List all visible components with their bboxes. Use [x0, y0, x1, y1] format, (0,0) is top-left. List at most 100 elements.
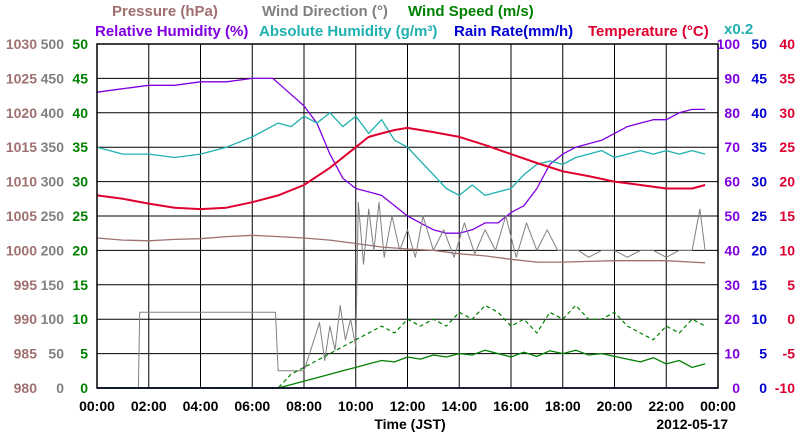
wind-speed-tick-label: 20 [72, 242, 88, 258]
x-tick-label: 00:00 [79, 398, 115, 414]
temperature-tick-label: 0 [787, 311, 795, 327]
wind-direction-tick-label: 500 [41, 36, 65, 52]
series-wind-speed-m-s [97, 349, 706, 389]
x-axis: 00:00 02:00 04:00 06:00 08:00 10:00 12:00 14:00… [79, 398, 736, 414]
series-temperature-c [96, 126, 706, 211]
x-tick-label: 02:00 [131, 398, 167, 414]
wind-speed-tick-label: 50 [72, 36, 88, 52]
left-axes: 9809859909951000100510101015102010251030… [6, 36, 88, 396]
relative-humidity-tick-label: 10 [724, 346, 740, 362]
relative-humidity-tick-label: 70 [724, 139, 740, 155]
pressure-tick-label: 1000 [6, 242, 37, 258]
absolute-humidity-tick-label: 35 [751, 139, 767, 155]
x-tick-label: 06:00 [234, 398, 270, 414]
absolute-humidity-tick-label: 30 [751, 174, 767, 190]
relative-humidity-tick-label: 100 [717, 36, 741, 52]
absolute-humidity-tick-label: 20 [751, 242, 767, 258]
absolute-humidity-tick-label: 5 [759, 346, 767, 362]
pressure-tick-label: 1015 [6, 139, 37, 155]
wind-direction-tick-label: 400 [41, 105, 65, 121]
wind-speed-tick-label: 45 [72, 70, 88, 86]
absolute-humidity-tick-label: 40 [751, 105, 767, 121]
x-tick-label: 14:00 [441, 398, 477, 414]
wind-direction-tick-label: 50 [48, 346, 64, 362]
legend-entry-pressure-hpa: Pressure (hPa) [112, 3, 218, 20]
absolute-humidity-tick-label: 50 [751, 36, 767, 52]
temperature-tick-label: 35 [779, 70, 795, 86]
pressure-tick-label: 985 [14, 346, 38, 362]
wind-speed-tick-label: 35 [72, 139, 88, 155]
plot-frame [96, 43, 719, 389]
relative-humidity-tick-label: 80 [724, 105, 740, 121]
legend: Pressure (hPa) Wind Direction (°) Wind Spe… [95, 3, 709, 40]
wind-direction-tick-label: 250 [41, 208, 65, 224]
x-tick-label: 22:00 [648, 398, 684, 414]
wind-speed-tick-label: 40 [72, 105, 88, 121]
pressure-tick-label: 990 [14, 311, 38, 327]
date-label: 2012-05-17 [656, 416, 728, 432]
x-tick-label: 00:00 [700, 398, 736, 414]
temperature-tick-label: -10 [775, 380, 795, 396]
temperature-tick-label: 5 [787, 277, 795, 293]
wind-speed-tick-label: 15 [72, 277, 88, 293]
absolute-humidity-tick-label: 45 [751, 70, 767, 86]
wind-direction-tick-label: 300 [41, 174, 65, 190]
absolute-humidity-tick-label: 15 [751, 277, 767, 293]
absolute-humidity-tick-label: 25 [751, 208, 767, 224]
pressure-tick-label: 1010 [6, 174, 37, 190]
wind-direction-tick-label: 100 [41, 311, 65, 327]
relative-humidity-tick-label: 30 [724, 277, 740, 293]
x-tick-label: 12:00 [390, 398, 426, 414]
x-tick-label: 10:00 [338, 398, 374, 414]
x-tick-label: 20:00 [597, 398, 633, 414]
pressure-tick-label: 1020 [6, 105, 37, 121]
temperature-tick-label: -5 [783, 346, 796, 362]
series-pressure-hpa [96, 234, 706, 264]
series-absolute-humidity-g-m [96, 112, 706, 197]
temperature-tick-label: 30 [779, 105, 795, 121]
series-lines [96, 77, 718, 389]
series-relative-humidity [96, 77, 706, 234]
x-tick-label: 16:00 [493, 398, 529, 414]
legend-entry-absolute-humidity-g-m: Absolute Humidity (g/m³) [259, 23, 437, 40]
absolute-humidity-multiplier-label: x0.2 [724, 21, 753, 38]
legend-entry-wind-direction: Wind Direction (°) [262, 3, 388, 20]
temperature-tick-label: 25 [779, 139, 795, 155]
wind-direction-tick-label: 450 [41, 70, 65, 86]
absolute-humidity-tick-label: 0 [759, 380, 767, 396]
legend-entry-temperature-c: Temperature (°C) [588, 23, 709, 40]
relative-humidity-tick-label: 20 [724, 311, 740, 327]
x-tick-label: 04:00 [183, 398, 219, 414]
absolute-humidity-tick-label: 10 [751, 311, 767, 327]
temperature-tick-label: 10 [779, 242, 795, 258]
legend-entry-relative-humidity: Relative Humidity (%) [95, 23, 248, 40]
pressure-tick-label: 995 [14, 277, 38, 293]
legend-entry-rain-rate-mm-h: Rain Rate(mm/h) [454, 23, 573, 40]
wind-speed-tick-label: 25 [72, 208, 88, 224]
wind-direction-tick-label: 0 [56, 380, 64, 396]
series-wind-direction [97, 201, 706, 389]
wind-speed-tick-label: 30 [72, 174, 88, 190]
x-axis-label: Time (JST) [374, 416, 445, 432]
series-wind-speed-m-s-gust [97, 304, 706, 389]
legend-entry-wind-speed-m-s: Wind Speed (m/s) [408, 3, 534, 20]
pressure-tick-label: 1025 [6, 70, 37, 86]
pressure-tick-label: 980 [14, 380, 38, 396]
relative-humidity-tick-label: 60 [724, 174, 740, 190]
temperature-tick-label: 20 [779, 174, 795, 190]
temperature-tick-label: 40 [779, 36, 795, 52]
wind-direction-tick-label: 150 [41, 277, 65, 293]
wind-direction-tick-label: 350 [41, 139, 65, 155]
relative-humidity-tick-label: 40 [724, 242, 740, 258]
temperature-tick-label: 15 [779, 208, 795, 224]
right-axes: 0102030405060708090100051015202530354045… [717, 36, 796, 396]
x-tick-label: 18:00 [545, 398, 581, 414]
wind-speed-tick-label: 10 [72, 311, 88, 327]
wind-speed-tick-label: 0 [80, 380, 88, 396]
pressure-tick-label: 1005 [6, 208, 37, 224]
wind-direction-tick-label: 200 [41, 242, 65, 258]
relative-humidity-tick-label: 50 [724, 208, 740, 224]
x-tick-label: 08:00 [286, 398, 322, 414]
